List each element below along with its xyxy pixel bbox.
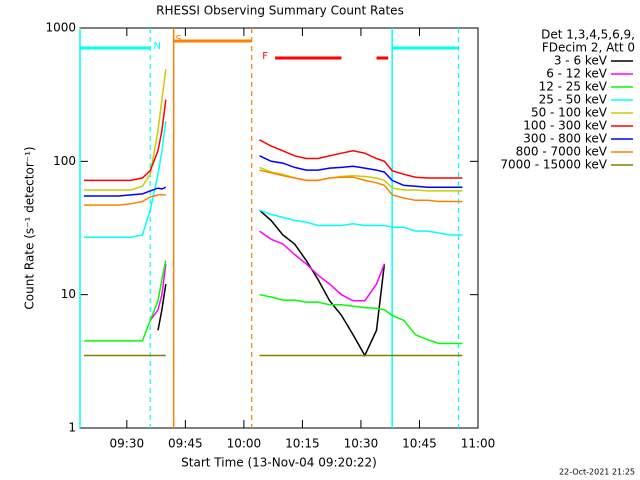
y-tick-label: 10 xyxy=(61,287,76,301)
legend-header: Det 1,3,4,5,6,9, xyxy=(541,28,635,42)
series-line xyxy=(83,121,463,238)
plot-frame xyxy=(79,27,479,429)
y-tick-label: 100 xyxy=(53,154,76,168)
footer: 22-Oct-2021 21:25 xyxy=(559,468,635,477)
x-tick-label: 10:45 xyxy=(402,437,437,451)
legend-label: 800 - 7000 keV xyxy=(516,145,608,159)
series-line xyxy=(83,155,463,197)
y-axis-label: Count Rate (s⁻¹ detector⁻¹) xyxy=(23,146,37,309)
x-tick-label: 11:00 xyxy=(461,437,496,451)
legend-label: 12 - 25 keV xyxy=(539,80,608,94)
legend-label: 300 - 800 keV xyxy=(523,132,607,146)
series-line xyxy=(83,260,463,345)
y-tick-label: 1000 xyxy=(45,21,76,35)
x-tick-label: 09:45 xyxy=(168,437,203,451)
x-tick-label: 09:30 xyxy=(110,437,145,451)
chart-title: RHESSI Observing Summary Count Rates xyxy=(156,4,404,18)
y-tick-label: 1 xyxy=(68,421,76,435)
legend-label: 7000 - 15000 keV xyxy=(500,158,607,172)
legend-label: 50 - 100 keV xyxy=(531,106,608,120)
series-line xyxy=(83,169,463,206)
series-line xyxy=(157,209,386,358)
x-tick-label: 10:00 xyxy=(227,437,262,451)
legend-label: 6 - 12 keV xyxy=(546,67,608,81)
legend-label: 25 - 50 keV xyxy=(539,93,608,107)
x-tick-label: 10:15 xyxy=(285,437,320,451)
legend-label: 3 - 6 keV xyxy=(554,54,608,68)
flag-label: F xyxy=(262,51,268,62)
legend-header: FDecim 2, Att 0 xyxy=(542,41,635,55)
legend-label: 100 - 300 keV xyxy=(523,119,607,133)
flag-label: N xyxy=(153,41,160,52)
series-line xyxy=(149,230,386,321)
flag-label: S xyxy=(175,34,181,45)
x-axis-label: Start Time (13-Nov-04 09:20:22) xyxy=(181,456,377,470)
x-tick-label: 10:30 xyxy=(344,437,379,451)
series-line xyxy=(83,99,463,182)
